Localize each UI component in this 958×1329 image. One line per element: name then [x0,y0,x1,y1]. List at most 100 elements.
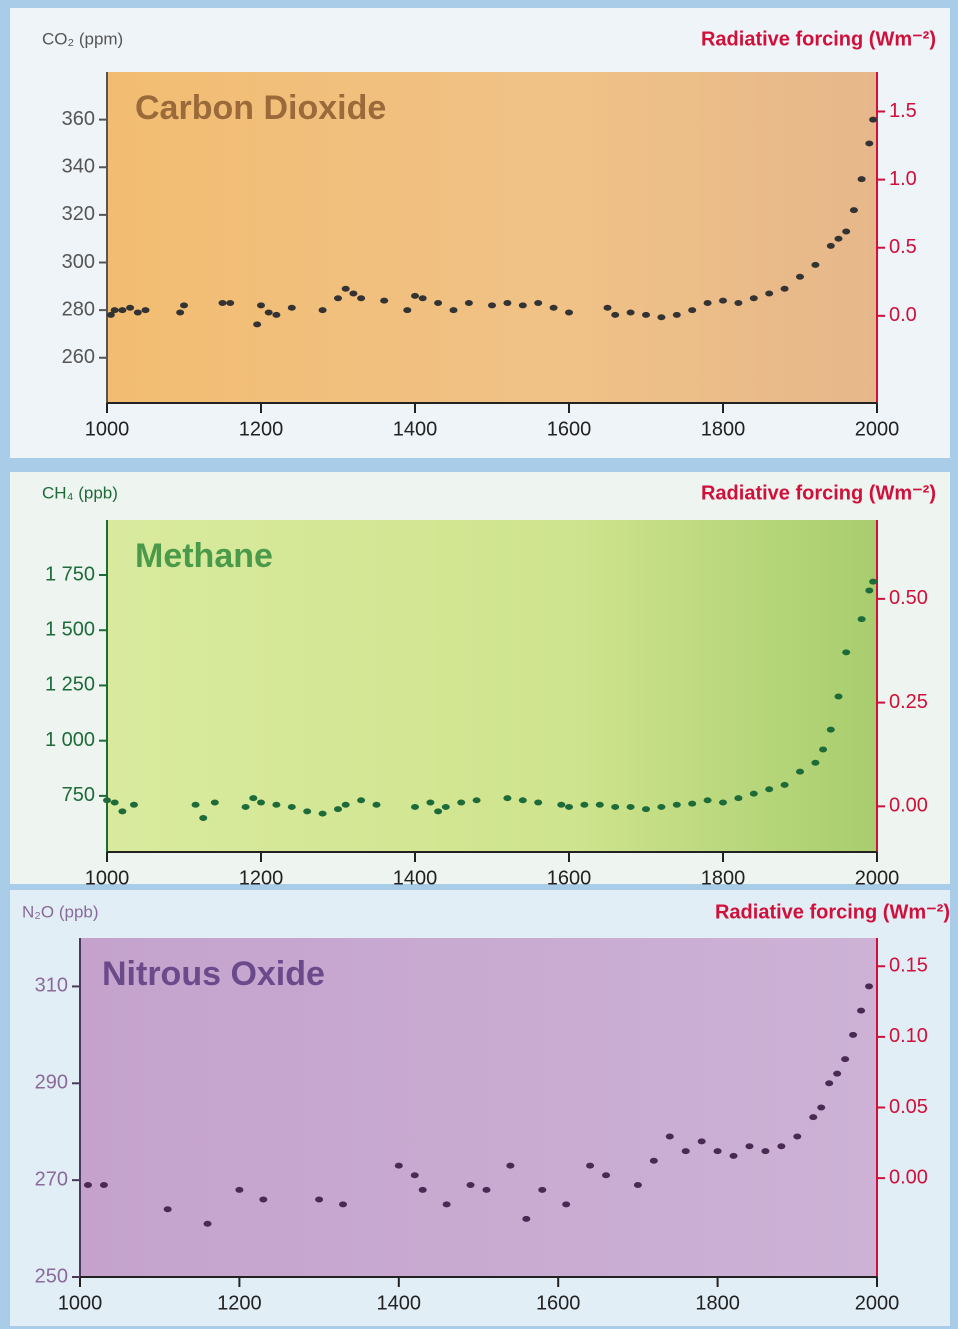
data-point [349,290,357,296]
data-point [395,1163,403,1169]
y-tick-label: 250 [35,1265,68,1287]
data-point [688,801,696,807]
data-point [719,800,727,806]
data-point [562,1201,570,1207]
data-point [164,1206,172,1212]
x-tick-label: 1600 [547,418,592,440]
data-point [403,307,411,313]
data-point [765,786,773,792]
data-point [781,782,789,788]
y-tick-label: 340 [62,156,95,178]
data-point [865,587,873,593]
y2-tick-label: 1.0 [889,168,917,190]
data-point [519,797,527,803]
data-point [519,302,527,308]
data-point [761,1148,769,1154]
y-tick-label: 300 [62,251,95,273]
y-tick-label: 260 [62,346,95,368]
data-point [176,310,184,316]
data-point [235,1187,243,1193]
y-axis-label: CO₂ (ppm) [42,29,123,48]
data-point [442,804,450,810]
data-point [550,305,558,311]
data-point [730,1153,738,1159]
data-point [249,795,257,801]
data-point [714,1148,722,1154]
data-point [288,305,296,311]
data-point [465,300,473,306]
y2-tick-label: 0.00 [889,1166,928,1188]
y-tick-label: 750 [62,784,95,806]
data-point [242,804,250,810]
data-point [869,117,877,123]
x-tick-label: 1400 [393,867,438,889]
y-tick-label: 320 [62,203,95,225]
data-point [126,305,134,311]
y2-tick-label: 0.05 [889,1096,928,1118]
data-point [835,693,843,699]
x-tick-label: 1200 [239,867,284,889]
data-point [650,1158,658,1164]
data-point [827,727,835,733]
y2-tick-label: 0.00 [889,795,928,817]
data-point [849,1032,857,1038]
data-point [858,616,866,622]
data-point [434,300,442,306]
data-point [488,302,496,308]
data-point [272,802,280,808]
data-point [257,302,265,308]
data-point [450,307,458,313]
data-point [357,295,365,301]
y2-axis-label: Radiative forcing (Wm⁻²) [701,482,936,504]
data-point [265,310,273,316]
data-point [538,1187,546,1193]
data-point [180,302,188,308]
data-point [602,1172,610,1178]
y-axis-label: CH₄ (ppb) [42,483,118,502]
data-point [288,804,296,810]
y-axis-label: N₂O (ppb) [22,902,99,921]
y2-tick-label: 0.15 [889,955,928,977]
data-point [219,300,227,306]
y2-tick-label: 1.5 [889,100,917,122]
y-tick-label: 1 000 [45,729,95,751]
data-point [506,1163,514,1169]
data-point [793,1134,801,1140]
data-point [419,295,427,301]
data-point [657,314,665,320]
data-point [557,802,565,808]
data-point [611,312,619,318]
data-point [257,800,265,806]
data-point [457,800,465,806]
data-point [781,286,789,292]
x-tick-label: 1800 [701,418,746,440]
data-point [819,747,827,753]
data-point [627,310,635,316]
data-point [642,312,650,318]
data-point [604,305,612,311]
data-point [627,804,635,810]
data-point [342,286,350,292]
chart-title: Nitrous Oxide [102,955,325,993]
data-point [869,579,877,585]
data-point [657,804,665,810]
x-tick-label: 1400 [393,418,438,440]
data-point [704,300,712,306]
data-point [796,769,804,775]
data-point [750,791,758,797]
y-tick-label: 290 [35,1072,68,1094]
data-point [765,290,773,296]
y2-tick-label: 0.25 [889,691,928,713]
data-point [111,800,119,806]
data-point [796,274,804,280]
data-point [253,321,261,327]
data-point [272,312,280,318]
data-point [611,804,619,810]
data-point [467,1182,475,1188]
data-point [100,1182,108,1188]
data-point [825,1080,833,1086]
data-point [503,300,511,306]
data-point [586,1163,594,1169]
data-point [842,229,850,235]
data-point [199,815,207,821]
